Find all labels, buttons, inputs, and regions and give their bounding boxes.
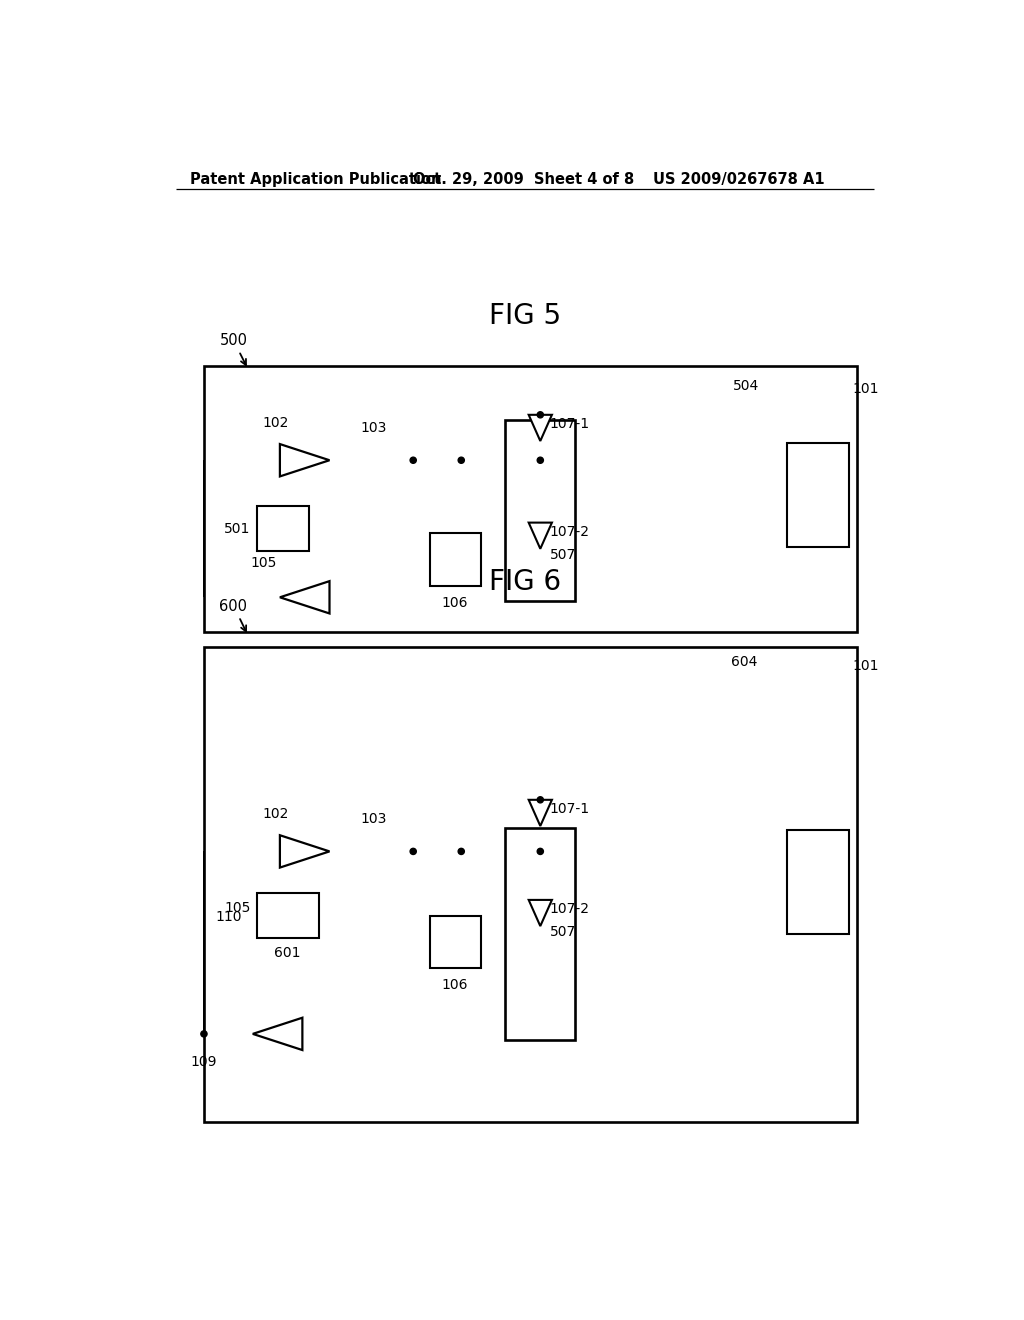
Text: 105: 105 (251, 556, 276, 570)
Text: 101: 101 (853, 659, 880, 673)
Text: FIG 5: FIG 5 (488, 302, 561, 330)
Text: 501: 501 (224, 521, 251, 536)
Text: 507: 507 (550, 548, 575, 562)
Text: 102: 102 (262, 808, 289, 821)
Text: 107-2: 107-2 (550, 525, 590, 539)
Text: 102: 102 (262, 416, 289, 430)
Bar (786, 444, 849, 548)
Text: 107-1: 107-1 (550, 803, 590, 816)
Text: Oct. 29, 2009  Sheet 4 of 8: Oct. 29, 2009 Sheet 4 of 8 (414, 173, 635, 187)
Polygon shape (528, 523, 552, 549)
Circle shape (538, 457, 544, 463)
Bar (506, 420, 575, 601)
Bar (204, 367, 856, 632)
Circle shape (538, 412, 544, 418)
Bar (204, 647, 856, 1122)
Text: 507: 507 (550, 925, 575, 940)
Bar (506, 829, 575, 1040)
Circle shape (458, 457, 464, 463)
Polygon shape (253, 1018, 302, 1051)
Text: 600: 600 (219, 599, 248, 614)
Text: 103: 103 (360, 812, 387, 826)
Text: US 2009/0267678 A1: US 2009/0267678 A1 (653, 173, 825, 187)
Text: 504: 504 (732, 379, 759, 392)
Polygon shape (280, 836, 330, 867)
Text: 601: 601 (274, 946, 301, 960)
Circle shape (201, 1031, 207, 1038)
Bar (257, 507, 309, 552)
Bar (430, 533, 480, 586)
Text: 101: 101 (853, 383, 880, 396)
Polygon shape (528, 900, 552, 927)
Text: 105: 105 (224, 900, 251, 915)
Polygon shape (280, 444, 330, 477)
Bar (257, 892, 318, 937)
Text: 107-1: 107-1 (550, 417, 590, 432)
Bar (430, 916, 480, 969)
Text: 500: 500 (219, 334, 248, 348)
Text: 604: 604 (731, 655, 758, 669)
Polygon shape (528, 800, 552, 826)
Text: Patent Application Publication: Patent Application Publication (190, 173, 441, 187)
Polygon shape (528, 414, 552, 441)
Circle shape (458, 849, 464, 854)
Text: 107-2: 107-2 (550, 902, 590, 916)
Circle shape (410, 849, 417, 854)
Text: 106: 106 (441, 595, 468, 610)
Circle shape (410, 457, 417, 463)
Bar (786, 830, 849, 933)
Text: 110: 110 (216, 909, 242, 924)
Text: FIG 6: FIG 6 (488, 568, 561, 595)
Circle shape (538, 849, 544, 854)
Circle shape (538, 797, 544, 803)
Polygon shape (280, 581, 330, 614)
Text: 103: 103 (360, 421, 387, 434)
Text: 106: 106 (441, 978, 468, 993)
Text: 109: 109 (190, 1056, 217, 1069)
